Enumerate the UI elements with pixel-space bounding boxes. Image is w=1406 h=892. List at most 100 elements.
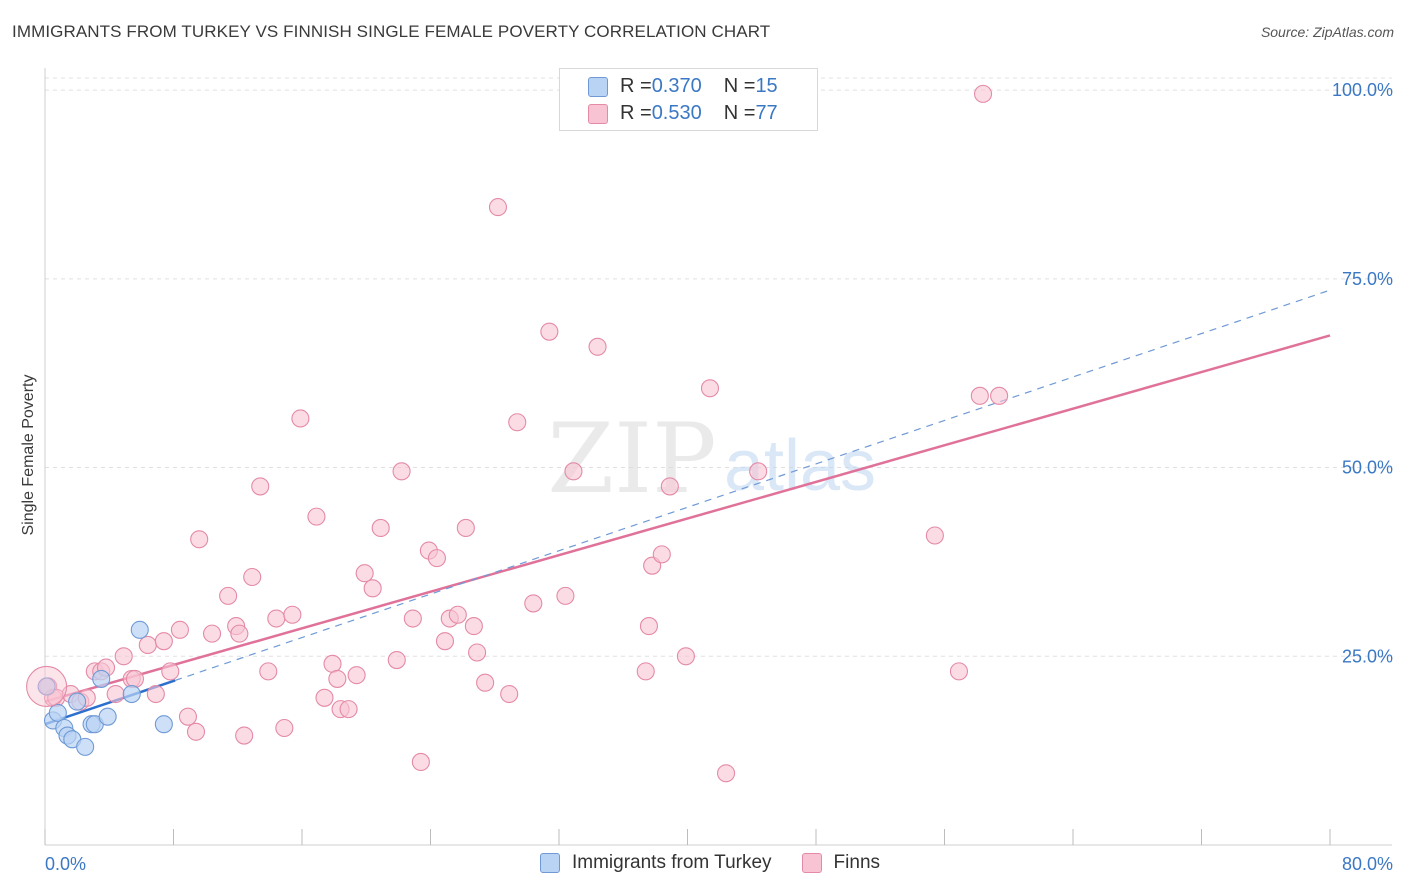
point-turkey (48, 703, 67, 722)
point-finns (161, 662, 180, 681)
point-finns (291, 409, 310, 428)
legend-n-value: 77 (755, 101, 778, 124)
point-finns (488, 198, 508, 217)
point-finns (371, 518, 390, 537)
point-turkey (122, 684, 141, 704)
point-finns (259, 662, 278, 681)
point-finns (564, 462, 583, 481)
point-finns (427, 549, 446, 568)
y-tick-label: 25.0% (1342, 646, 1393, 666)
point-finns (700, 379, 720, 398)
point-finns (154, 632, 173, 651)
point-finns (448, 605, 467, 624)
point-finns (315, 688, 334, 707)
y-tick-label: 100.0% (1332, 80, 1393, 100)
legend-n-label: N = (723, 101, 756, 124)
point-finns (114, 647, 133, 666)
point-finns (190, 530, 209, 549)
axes (44, 68, 1392, 846)
point-finns (275, 718, 294, 738)
series-label-turkey: Immigrants from Turkey (572, 852, 772, 873)
source-credit: Source: ZipAtlas.com (1260, 24, 1394, 40)
point-turkey (130, 620, 149, 639)
point-finns (392, 462, 411, 481)
point-turkey (92, 669, 111, 688)
trend-line-turkey-extrapolated (174, 289, 1331, 681)
series-legend: Immigrants from Turkey Finns (540, 852, 910, 874)
point-finns (106, 684, 125, 704)
point-finns (556, 586, 575, 605)
watermark-atlas: atlas (724, 426, 876, 506)
point-finns (251, 477, 270, 496)
point-finns (178, 707, 198, 726)
point-finns (283, 605, 302, 624)
point-finns (355, 564, 374, 583)
trend-line-finns (44, 334, 1331, 703)
point-finns (716, 764, 736, 783)
point-finns (203, 624, 222, 643)
point-finns (328, 669, 347, 688)
point-finns (411, 752, 430, 772)
series-swatch-finns (801, 853, 822, 873)
point-finns-cluster (26, 665, 68, 708)
point-finns (146, 684, 165, 704)
point-finns (973, 84, 993, 103)
legend-row-turkey: R = 0.370 N = 15 (620, 74, 778, 98)
series-label-finns: Finns (833, 852, 881, 873)
point-finns (307, 507, 326, 526)
point-finns (652, 545, 671, 564)
point-finns (639, 617, 659, 636)
point-turkey (68, 692, 87, 711)
point-finns (464, 617, 483, 636)
point-finns (990, 386, 1009, 405)
legend-row-finns: R = 0.530 N = 77 (620, 101, 778, 125)
point-finns (476, 673, 495, 692)
point-finns (170, 620, 189, 639)
gridlines (45, 77, 1392, 657)
point-finns (468, 643, 487, 662)
point-finns (949, 662, 969, 681)
point-finns (749, 462, 768, 481)
point-finns (186, 722, 206, 741)
legend-swatch-finns (588, 104, 608, 124)
legend-r-label: R = (620, 101, 652, 124)
point-finns (524, 594, 543, 613)
y-tick-label: 75.0% (1342, 269, 1393, 289)
point-turkey (98, 707, 117, 726)
point-finns (235, 726, 254, 745)
point-finns (243, 567, 262, 587)
point-finns (636, 662, 655, 681)
point-finns (363, 579, 382, 598)
point-finns (230, 624, 249, 643)
point-finns (500, 684, 519, 704)
point-finns (660, 477, 679, 496)
series-legend-finns: Finns (801, 852, 881, 874)
point-finns (435, 632, 455, 651)
point-finns (970, 386, 989, 405)
tick-labels: 25.0% 50.0% 75.0% 100.0% 0.0% 80.0% (45, 80, 1393, 874)
point-finns (588, 337, 607, 356)
legend-n-label: N = (723, 74, 756, 97)
y-tick-label: 50.0% (1342, 458, 1393, 478)
point-finns (138, 635, 157, 655)
legend-r-value: 0.530 (651, 101, 702, 124)
series-legend-turkey: Immigrants from Turkey (540, 852, 772, 874)
point-finns (125, 669, 144, 688)
correlation-legend: R = 0.370 N = 15 R = 0.530 N = 77 (559, 68, 818, 131)
point-finns (925, 526, 944, 545)
point-finns (508, 413, 527, 432)
watermark-zip: ZIP (547, 403, 716, 515)
point-finns (540, 322, 559, 341)
point-finns (387, 650, 406, 670)
point-finns (323, 654, 342, 673)
legend-r-label: R = (620, 74, 652, 97)
point-finns (347, 666, 366, 685)
point-finns (456, 518, 475, 537)
x-tick-label-min: 0.0% (45, 854, 86, 874)
data-points (26, 84, 1009, 783)
chart-title: IMMIGRANTS FROM TURKEY VS FINNISH SINGLE… (12, 22, 771, 41)
legend-swatch-turkey (588, 77, 608, 97)
legend-r-value: 0.370 (651, 74, 702, 97)
point-turkey (76, 737, 95, 756)
